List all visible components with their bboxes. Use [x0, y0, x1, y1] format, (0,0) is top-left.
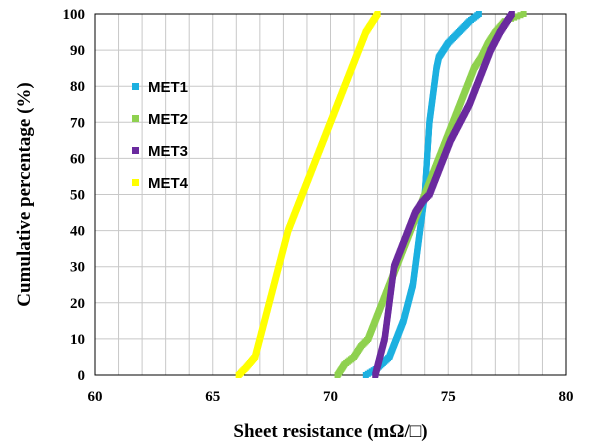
- legend-marker: [132, 147, 139, 154]
- y-tick-label: 0: [78, 368, 86, 384]
- y-tick-label: 50: [70, 188, 85, 204]
- y-axis-ticks: 0 10 20 30 40 50 60 70 80 90 100: [63, 7, 86, 384]
- legend-item: MET4: [132, 175, 189, 192]
- data-point: [520, 11, 527, 17]
- y-tick-label: 40: [70, 224, 85, 240]
- data-point: [514, 13, 521, 20]
- x-axis-title: Sheet resistance (mΩ/□): [233, 421, 427, 442]
- x-tick-label: 65: [205, 389, 220, 405]
- y-tick-label: 80: [70, 79, 85, 95]
- series-layer: [235, 11, 527, 378]
- data-point: [517, 12, 524, 19]
- legend: MET1 MET2 MET3 MET4: [132, 79, 189, 192]
- grid-lines: [94, 13, 567, 376]
- legend-marker: [132, 83, 139, 90]
- legend-label: MET1: [148, 79, 188, 96]
- x-tick-label: 80: [559, 389, 574, 405]
- legend-marker: [132, 115, 139, 122]
- y-tick-label: 30: [70, 260, 85, 276]
- legend-label: MET2: [148, 111, 188, 128]
- legend-marker: [132, 179, 139, 186]
- plot-area: [94, 13, 567, 376]
- y-tick-label: 60: [70, 151, 85, 167]
- data-point: [511, 14, 518, 21]
- series-met3: [372, 11, 515, 378]
- y-tick-label: 100: [63, 7, 86, 23]
- legend-item: MET3: [132, 143, 188, 160]
- legend-label: MET4: [148, 175, 189, 192]
- y-axis-title: Cumulative percentage (%): [14, 82, 35, 306]
- x-tick-label: 60: [88, 389, 103, 405]
- legend-item: MET1: [132, 79, 188, 96]
- y-tick-label: 90: [70, 43, 85, 59]
- data-point: [374, 11, 381, 17]
- y-tick-label: 70: [70, 115, 85, 131]
- y-tick-label: 20: [70, 296, 85, 312]
- series-met4: [235, 11, 381, 378]
- data-point: [475, 11, 482, 17]
- legend-label: MET3: [148, 143, 188, 160]
- x-tick-label: 75: [441, 389, 456, 405]
- x-axis-ticks: 60 65 70 75 80: [88, 389, 574, 405]
- data-point: [508, 11, 515, 17]
- y-tick-label: 10: [70, 332, 85, 348]
- legend-item: MET2: [132, 111, 188, 128]
- x-tick-label: 70: [323, 389, 338, 405]
